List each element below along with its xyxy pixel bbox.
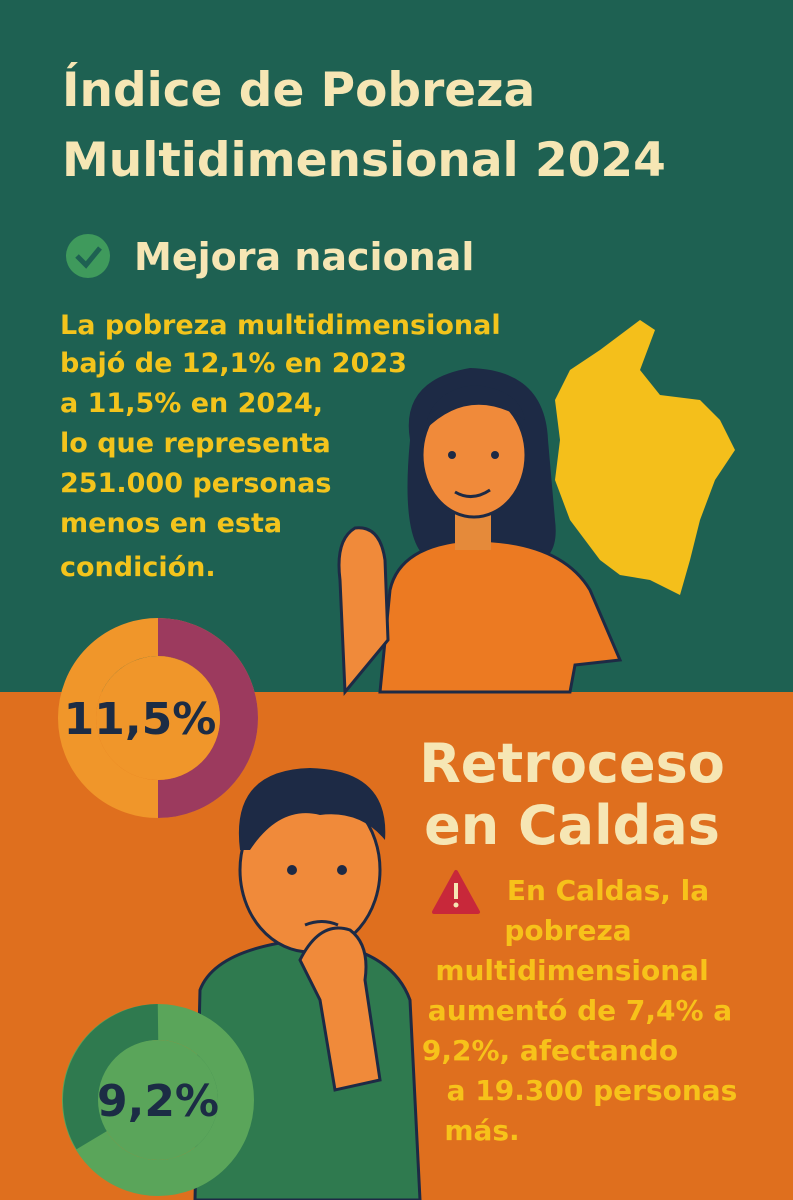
check-icon bbox=[66, 234, 110, 278]
body-line: a 11,5% en 2024, bbox=[60, 388, 323, 419]
warning-dot bbox=[453, 902, 459, 908]
body-line: La pobreza multidimensional bbox=[60, 310, 501, 341]
body-line: condición. bbox=[60, 552, 216, 583]
title-line: Multidimensional 2024 bbox=[62, 133, 666, 188]
body-line: pobreza bbox=[504, 914, 631, 947]
body-line: 9,2%, afectando bbox=[422, 1034, 678, 1067]
title-line: Índice de Pobreza bbox=[62, 63, 535, 118]
body-line: aumentó de 7,4% a bbox=[428, 994, 732, 1027]
section-heading: Mejora nacional bbox=[134, 235, 474, 279]
body-line: a 19.300 personas bbox=[447, 1074, 738, 1107]
donut-label: 9,2% bbox=[97, 1076, 219, 1127]
donut-caldas bbox=[62, 1004, 254, 1196]
body-line: menos en esta bbox=[60, 508, 282, 539]
section-heading: Retroceso bbox=[419, 732, 725, 795]
donut-label: 11,5% bbox=[64, 694, 217, 745]
man-illustration bbox=[193, 768, 422, 1200]
section-heading: en Caldas bbox=[424, 794, 720, 857]
body-line: En Caldas, la bbox=[507, 874, 709, 907]
body-line: 251.000 personas bbox=[60, 468, 331, 499]
warning-mark bbox=[454, 883, 458, 899]
body-line: lo que representa bbox=[60, 428, 331, 459]
donut-national bbox=[58, 618, 258, 818]
woman-illustration bbox=[337, 368, 623, 696]
check-mark bbox=[75, 246, 102, 269]
body-line: multidimensional bbox=[435, 954, 708, 987]
body-line: más. bbox=[444, 1114, 519, 1147]
map-colombia bbox=[555, 320, 735, 595]
body-line: bajó de 12,1% en 2023 bbox=[60, 348, 407, 379]
